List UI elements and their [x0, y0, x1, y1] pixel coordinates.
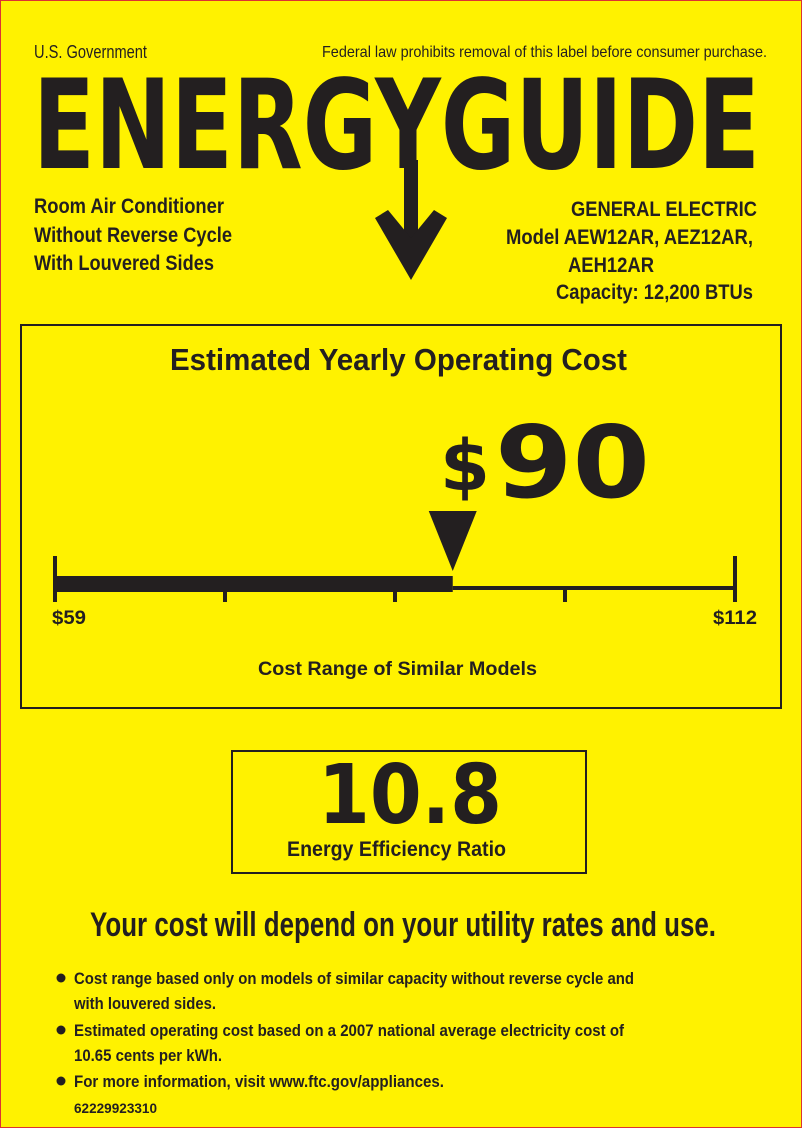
footnote-line: Estimated operating cost based on a 2007…: [74, 1021, 624, 1040]
down-arrow-icon: [375, 160, 447, 280]
range-tick: [223, 586, 227, 602]
cost-fill-bar: [55, 576, 453, 592]
energyguide-logo: ENERGYGUIDE: [33, 54, 760, 198]
legal-notice: Federal law prohibits removal of this la…: [322, 44, 767, 61]
model-numbers: Model AEW12AR, AEZ12AR,: [506, 226, 753, 249]
bullet-icon: [56, 1025, 66, 1035]
footnote-line: with louvered sides.: [73, 994, 216, 1013]
range-min-label: $59: [52, 608, 86, 629]
range-tick: [393, 586, 397, 602]
model-numbers-continued: AEH12AR: [568, 254, 654, 277]
product-type-line: With Louvered Sides: [34, 252, 214, 275]
cost-currency: $: [440, 425, 490, 507]
cost-pointer-icon: [428, 511, 477, 571]
footnote-line: Cost range based only on models of simil…: [74, 969, 634, 988]
manufacturer: GENERAL ELECTRIC: [571, 198, 757, 221]
bullet-icon: [56, 1076, 66, 1086]
product-type-line: Room Air Conditioner: [34, 195, 224, 218]
cost-range-scale: [53, 511, 737, 602]
footnote-line: 10.65 cents per kWh.: [74, 1046, 222, 1065]
range-caption: Cost Range of Similar Models: [258, 659, 537, 680]
range-max-tick: [733, 556, 737, 602]
cost-title: Estimated Yearly Operating Cost: [170, 342, 627, 377]
government-label: U.S. Government: [34, 42, 147, 62]
capacity: Capacity: 12,200 BTUs: [556, 281, 753, 304]
operating-cost-panel: [20, 324, 782, 709]
label-code: 62229923310: [74, 1100, 157, 1116]
range-tick: [563, 586, 567, 602]
footnote-line: For more information, visit www.ftc.gov/…: [74, 1072, 444, 1091]
range-min-tick: [53, 556, 57, 602]
eer-label: Energy Efficiency Ratio: [287, 838, 506, 861]
range-line: [452, 586, 735, 590]
bullet-icon: [56, 973, 66, 983]
yearly-cost-value: 90: [495, 404, 650, 521]
product-type-line: Without Reverse Cycle: [34, 224, 232, 247]
eer-value: 10.8: [318, 748, 502, 843]
efficiency-panel: [231, 750, 587, 874]
footer-headline: Your cost will depend on your utility ra…: [90, 906, 716, 944]
range-max-label: $112: [713, 608, 757, 629]
